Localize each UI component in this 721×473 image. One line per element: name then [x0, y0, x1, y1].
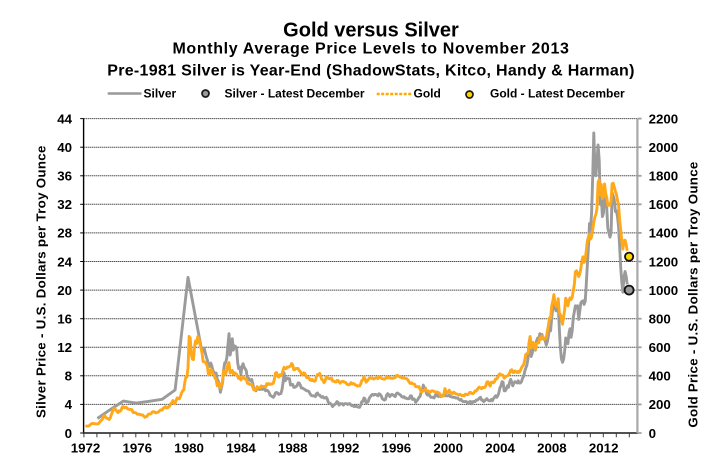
svg-text:4: 4	[65, 397, 73, 412]
svg-text:Silver - Latest December: Silver - Latest December	[225, 87, 365, 101]
svg-text:1972: 1972	[71, 440, 101, 455]
svg-text:2008: 2008	[537, 440, 567, 455]
svg-text:2000: 2000	[649, 140, 679, 155]
svg-text:600: 600	[649, 340, 671, 355]
svg-text:2200: 2200	[649, 111, 679, 126]
svg-text:0: 0	[65, 426, 72, 441]
svg-text:2012: 2012	[589, 440, 619, 455]
svg-text:2004: 2004	[485, 440, 515, 455]
svg-text:24: 24	[57, 254, 72, 269]
svg-text:1000: 1000	[649, 283, 679, 298]
svg-text:16: 16	[57, 312, 72, 327]
svg-text:1980: 1980	[174, 440, 204, 455]
svg-text:400: 400	[649, 369, 671, 384]
svg-text:44: 44	[57, 111, 72, 126]
svg-text:1200: 1200	[649, 254, 679, 269]
svg-text:Gold: Gold	[414, 87, 441, 101]
svg-text:200: 200	[649, 397, 671, 412]
svg-text:Gold - Latest December: Gold - Latest December	[490, 87, 625, 101]
svg-text:Pre-1981 Silver is Year-End (S: Pre-1981 Silver is Year-End (ShadowStats…	[107, 63, 635, 80]
svg-text:32: 32	[57, 197, 72, 212]
svg-text:Silver Price - U.S. Dollars p: Silver Price - U.S. Dollars per Troy Oun…	[33, 145, 48, 418]
svg-text:Silver: Silver	[144, 87, 177, 101]
svg-text:1996: 1996	[382, 440, 412, 455]
svg-text:20: 20	[57, 283, 72, 298]
svg-text:12: 12	[57, 340, 72, 355]
svg-text:Monthly Average Price Levels t: Monthly Average Price Levels to November…	[172, 41, 569, 58]
svg-text:8: 8	[65, 369, 72, 384]
svg-text:1976: 1976	[123, 440, 153, 455]
svg-text:1992: 1992	[330, 440, 360, 455]
svg-text:1600: 1600	[649, 197, 679, 212]
svg-text:800: 800	[649, 312, 671, 327]
svg-text:1988: 1988	[278, 440, 308, 455]
svg-text:40: 40	[57, 140, 72, 155]
svg-text:1400: 1400	[649, 226, 679, 241]
svg-text:1800: 1800	[649, 169, 679, 184]
svg-text:Gold versus Silver: Gold versus Silver	[283, 20, 459, 42]
svg-text:1984: 1984	[226, 440, 256, 455]
svg-text:36: 36	[57, 169, 72, 184]
svg-text:28: 28	[57, 226, 72, 241]
svg-text:2000: 2000	[433, 440, 463, 455]
svg-text:0: 0	[649, 426, 656, 441]
svg-text:Gold Price - U.S. Dollars per: Gold Price - U.S. Dollars per Troy Ounce	[686, 161, 701, 427]
